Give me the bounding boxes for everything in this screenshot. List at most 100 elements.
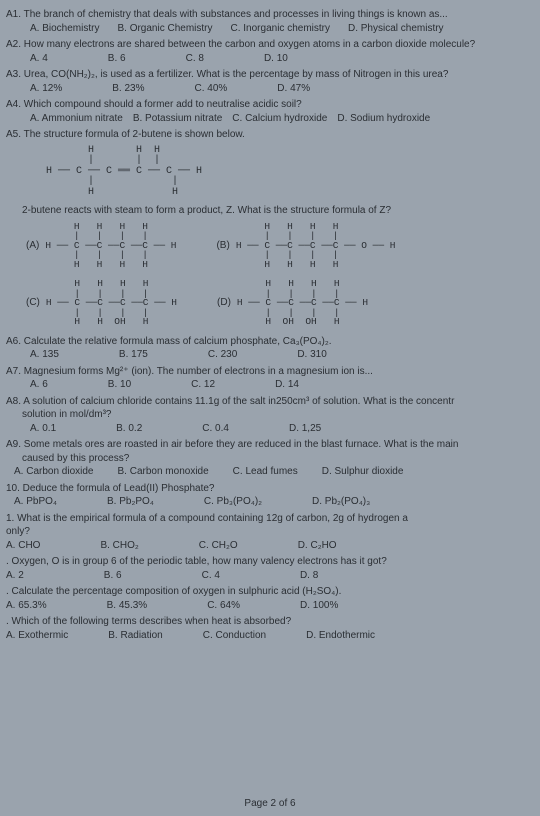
q5-label-b: (B) — [216, 239, 229, 253]
question-a5: A5. The structure formula of 2-butene is… — [6, 128, 534, 327]
q12-prompt: . Oxygen, O is in group 6 of the periodi… — [6, 555, 534, 569]
q8-sub: solution in mol/dm³? — [22, 408, 534, 422]
q4-c: C. Calcium hydroxide — [232, 112, 327, 126]
q2-b: B. 6 — [108, 52, 126, 66]
q5-prompt: A5. The structure formula of 2-butene is… — [6, 128, 534, 142]
q11-a: A. CHO — [6, 539, 40, 553]
q9-b: B. Carbon monoxide — [118, 465, 209, 479]
q12-b: B. 6 — [104, 569, 122, 583]
q14-c: C. Conduction — [203, 629, 266, 643]
q14-b: B. Radiation — [108, 629, 162, 643]
q11-prompt: 1. What is the empirical formula of a co… — [6, 512, 534, 526]
q14-options: A. Exothermic B. Radiation C. Conduction… — [6, 629, 534, 643]
q5-opt-b: (B) H H H H | | | | H ── C ──C ──C ──C ─… — [216, 222, 395, 270]
q13-b: B. 45.3% — [107, 599, 148, 613]
q5-opt-a: (A) H H H H | | | | H ── C ──C ──C ──C ─… — [26, 222, 176, 270]
q2-c: C. 8 — [186, 52, 204, 66]
q12-a: A. 2 — [6, 569, 24, 583]
q1-d: D. Physical chemistry — [348, 22, 444, 36]
question-a2: A2. How many electrons are shared betwee… — [6, 38, 534, 65]
question-10: 10. Deduce the formula of Lead(II) Phosp… — [6, 482, 534, 509]
q6-b: B. 175 — [119, 348, 148, 362]
q9-options: A. Carbon dioxide B. Carbon monoxide C. … — [14, 465, 534, 479]
q14-prompt: . Which of the following terms describes… — [6, 615, 534, 629]
q10-prompt: 10. Deduce the formula of Lead(II) Phosp… — [6, 482, 534, 496]
q5-struct-b: H H H H | | | | H ── C ──C ──C ──C ── O … — [236, 222, 396, 270]
q2-a: A. 4 — [30, 52, 48, 66]
question-11: 1. What is the empirical formula of a co… — [6, 512, 534, 553]
q13-d: D. 100% — [300, 599, 338, 613]
q8-a: A. 0.1 — [30, 422, 56, 436]
q5-opt-d: (D) H H H H | | | | H ── C ──C ──C ──C ─… — [217, 279, 368, 327]
q5-row-ab: (A) H H H H | | | | H ── C ──C ──C ──C ─… — [26, 222, 534, 270]
q12-c: C. 4 — [202, 569, 220, 583]
q4-prompt: A4. Which compound should a former add t… — [6, 98, 534, 112]
question-a3: A3. Urea, CO(NH₂)₂, is used as a fertili… — [6, 68, 534, 95]
q5-struct-d: H H H H | | | | H ── C ──C ──C ──C ── H … — [237, 279, 368, 327]
q11-options: A. CHO B. CHO₂ C. CH₂O D. C₂HO — [6, 539, 534, 553]
q12-options: A. 2 B. 6 C. 4 D. 8 — [6, 569, 534, 583]
q3-a: A. 12% — [30, 82, 62, 96]
q14-a: A. Exothermic — [6, 629, 68, 643]
q7-options: A. 6 B. 10 C. 12 D. 14 — [30, 378, 534, 392]
q3-d: D. 47% — [277, 82, 310, 96]
q2-options: A. 4 B. 6 C. 8 D. 10 — [30, 52, 534, 66]
q7-c: C. 12 — [191, 378, 215, 392]
q14-d: D. Endothermic — [306, 629, 375, 643]
q1-prompt: A1. The branch of chemistry that deals w… — [6, 8, 534, 22]
q8-c: C. 0.4 — [202, 422, 229, 436]
q1-options: A. Biochemistry B. Organic Chemistry C. … — [30, 22, 534, 36]
q10-b: B. Pb₂PO₄ — [107, 495, 154, 509]
q10-d: D. Pb₂(PO₄)₃ — [312, 495, 370, 509]
question-14: . Which of the following terms describes… — [6, 615, 534, 642]
q12-d: D. 8 — [300, 569, 318, 583]
q5-row-cd: (C) H H H H | | | | H ── C ──C ──C ──C ─… — [26, 279, 534, 327]
q4-b: B. Potassium nitrate — [133, 112, 222, 126]
question-a7: A7. Magnesium forms Mg²⁺ (ion). The numb… — [6, 365, 534, 392]
q6-d: D. 310 — [297, 348, 326, 362]
q5-subprompt: 2-butene reacts with steam to form a pro… — [22, 204, 534, 218]
q5-label-a: (A) — [26, 239, 39, 253]
q10-options: A. PbPO₄ B. Pb₂PO₄ C. Pb₃(PO₄)₂ D. Pb₂(P… — [14, 495, 534, 509]
q6-options: A. 135 B. 175 C. 230 D. 310 — [30, 348, 534, 362]
q3-b: B. 23% — [112, 82, 144, 96]
q11-b: B. CHO₂ — [100, 539, 138, 553]
q13-a: A. 65.3% — [6, 599, 47, 613]
q8-b: B. 0.2 — [116, 422, 142, 436]
q3-prompt: A3. Urea, CO(NH₂)₂, is used as a fertili… — [6, 68, 534, 82]
q9-c: C. Lead fumes — [233, 465, 298, 479]
q6-prompt: A6. Calculate the relative formula mass … — [6, 335, 534, 349]
q5-struct-c: H H H H | | | | H ── C ──C ──C ──C ── H … — [46, 279, 177, 327]
q9-a: A. Carbon dioxide — [14, 465, 94, 479]
q5-opt-c: (C) H H H H | | | | H ── C ──C ──C ──C ─… — [26, 279, 177, 327]
q11-c: C. CH₂O — [199, 539, 238, 553]
question-13: . Calculate the percentage composition o… — [6, 585, 534, 612]
q9-d: D. Sulphur dioxide — [322, 465, 404, 479]
q1-a: A. Biochemistry — [30, 22, 99, 36]
q5-label-d: (D) — [217, 296, 231, 310]
q8-options: A. 0.1 B. 0.2 C. 0.4 D. 1,25 — [30, 422, 534, 436]
q6-c: C. 230 — [208, 348, 237, 362]
question-a9: A9. Some metals ores are roasted in air … — [6, 438, 534, 479]
q5-label-c: (C) — [26, 296, 40, 310]
q13-prompt: . Calculate the percentage composition o… — [6, 585, 534, 599]
q1-c: C. Inorganic chemistry — [231, 22, 330, 36]
q5-struct-a: H H H H | | | | H ── C ──C ──C ──C ── H … — [45, 222, 176, 270]
q13-options: A. 65.3% B. 45.3% C. 64% D. 100% — [6, 599, 534, 613]
page-footer: Page 2 of 6 — [0, 797, 540, 811]
q10-a: A. PbPO₄ — [14, 495, 57, 509]
q13-c: C. 64% — [207, 599, 240, 613]
question-a6: A6. Calculate the relative formula mass … — [6, 335, 534, 362]
q3-options: A. 12% B. 23% C. 40% D. 47% — [30, 82, 534, 96]
q9-prompt: A9. Some metals ores are roasted in air … — [6, 438, 534, 452]
q2-prompt: A2. How many electrons are shared betwee… — [6, 38, 534, 52]
question-a1: A1. The branch of chemistry that deals w… — [6, 8, 534, 35]
q4-a: A. Ammonium nitrate — [30, 112, 123, 126]
q7-b: B. 10 — [108, 378, 131, 392]
q5-structure: H H H | | | H ── C ── C ══ C ── C ── H |… — [46, 146, 534, 199]
q8-prompt: A8. A solution of calcium chloride conta… — [6, 395, 534, 409]
q3-c: C. 40% — [195, 82, 228, 96]
question-a4: A4. Which compound should a former add t… — [6, 98, 534, 125]
q7-prompt: A7. Magnesium forms Mg²⁺ (ion). The numb… — [6, 365, 534, 379]
q2-d: D. 10 — [264, 52, 288, 66]
